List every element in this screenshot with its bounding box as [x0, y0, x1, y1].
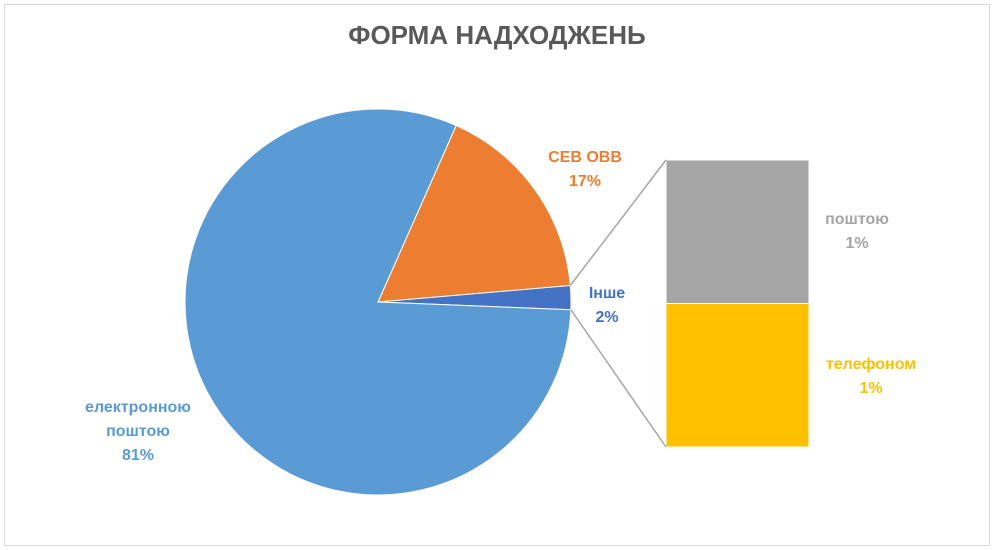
data-label: поштою 1%	[792, 208, 922, 256]
category-label: Інше	[588, 285, 626, 302]
category-label: телефоном	[825, 356, 917, 373]
connector-line	[569, 159, 667, 286]
value-label: 1%	[859, 380, 883, 397]
connector-line	[570, 309, 667, 448]
category-label: поштою	[825, 211, 889, 228]
value-label: 17%	[568, 173, 602, 190]
bar-segment	[665, 303, 810, 448]
data-label: електронною поштою 81%	[73, 396, 203, 468]
value-label: 2%	[595, 309, 619, 326]
data-label: телефоном 1%	[806, 353, 936, 401]
pie-slice	[184, 108, 572, 496]
bar-segment	[665, 159, 810, 304]
data-label: СЕВ ОВВ 17%	[520, 146, 650, 194]
value-label: 81%	[121, 447, 155, 464]
category-label: електронною поштою	[85, 399, 191, 440]
chart-title: ФОРМА НАДХОДЖЕНЬ	[348, 20, 646, 50]
data-label: Інше 2%	[542, 282, 672, 330]
pie-slice	[377, 124, 571, 303]
category-label: СЕВ ОВВ	[548, 149, 622, 166]
value-label: 1%	[845, 235, 869, 252]
